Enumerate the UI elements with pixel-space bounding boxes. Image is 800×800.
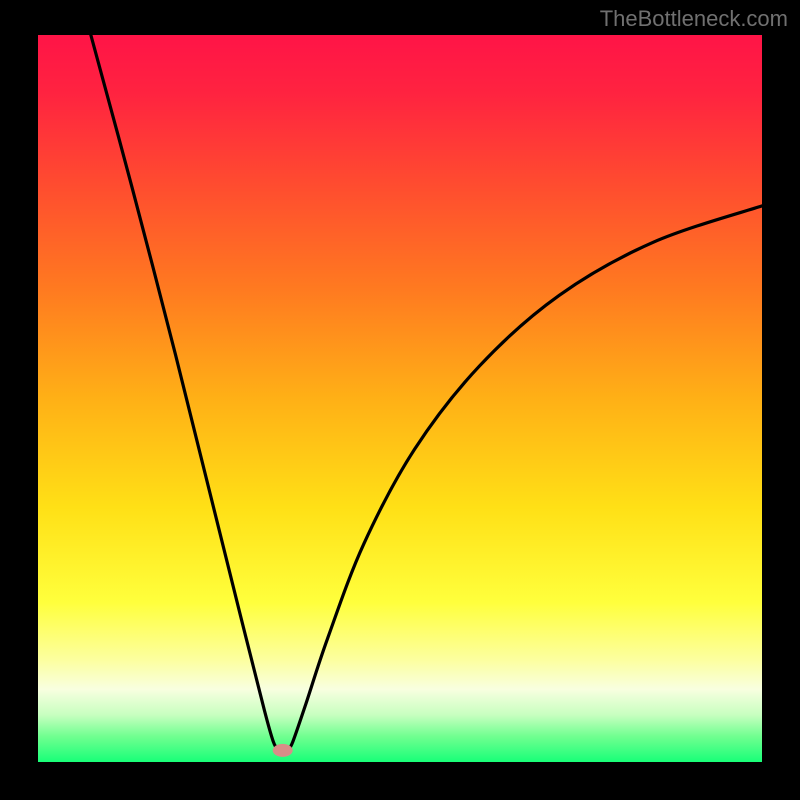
bottleneck-chart [0, 0, 800, 800]
plot-background [38, 35, 762, 762]
chart-container: TheBottleneck.com [0, 0, 800, 800]
optimum-marker [273, 744, 293, 757]
watermark-text: TheBottleneck.com [600, 6, 788, 32]
